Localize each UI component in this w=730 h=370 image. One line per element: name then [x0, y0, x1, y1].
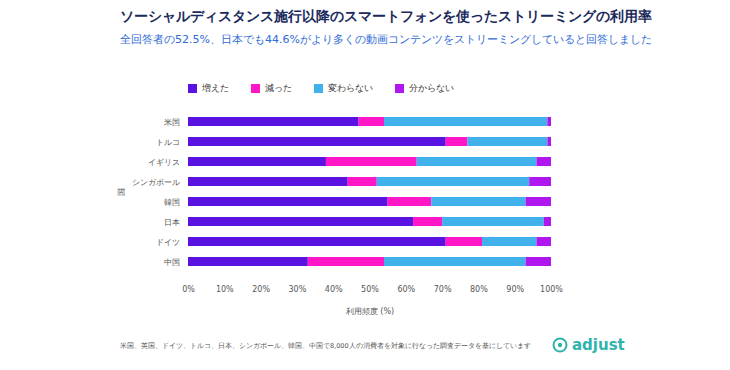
- svg-text:国: 国: [117, 188, 126, 196]
- svg-text:0%: 0%: [182, 285, 195, 294]
- html-text:ソーシャルディスタンス施行以降のスマートフォンを使ったストリ: ソーシャルディスタンス施行以降のスマートフォンを使ったストリーミングの利用率: [120, 8, 652, 24]
- svg-text:米国: 米国: [164, 118, 180, 127]
- html-text:米国、英国、ドイツ、トルコ、日本、シンガポール、韓国、中国で: 米国、英国、ドイツ、トルコ、日本、シンガポール、韓国、中国で8,000人の消費者…: [120, 342, 531, 350]
- svg-text:イギリス: イギリス: [148, 158, 180, 167]
- svg-text:日本: 日本: [164, 218, 180, 227]
- html-text:adjust: adjust: [572, 336, 625, 354]
- svg-text:100%: 100%: [540, 285, 563, 294]
- html-text:全回答者の52.5%、日本でも44.6%がより多くの動画コン: 全回答者の52.5%、日本でも44.6%がより多くの動画コンテンツをストリーミン…: [120, 33, 652, 46]
- svg-text:20%: 20%: [252, 285, 270, 294]
- svg-text:50%: 50%: [361, 285, 379, 294]
- svg-text:中国: 中国: [164, 258, 180, 267]
- svg-text:トルコ: トルコ: [156, 138, 180, 147]
- svg-text:70%: 70%: [434, 285, 452, 294]
- svg-text:30%: 30%: [289, 285, 307, 294]
- svg-text:90%: 90%: [506, 285, 524, 294]
- svg-text:ドイツ: ドイツ: [156, 238, 180, 247]
- svg-text:60%: 60%: [397, 285, 415, 294]
- html-text:分からない: 分からない: [409, 83, 454, 93]
- html-text:減った: 減った: [265, 83, 292, 93]
- svg-text:利用頻度 (%): 利用頻度 (%): [346, 307, 394, 316]
- html-text:増えた: 増えた: [202, 83, 229, 93]
- svg-text:シンガポール: シンガポール: [132, 178, 180, 187]
- svg-text:10%: 10%: [216, 285, 234, 294]
- svg-text:80%: 80%: [470, 285, 488, 294]
- svg-text:40%: 40%: [325, 285, 343, 294]
- html-text:変わらない: 変わらない: [328, 83, 373, 93]
- svg-text:韓国: 韓国: [164, 198, 180, 207]
